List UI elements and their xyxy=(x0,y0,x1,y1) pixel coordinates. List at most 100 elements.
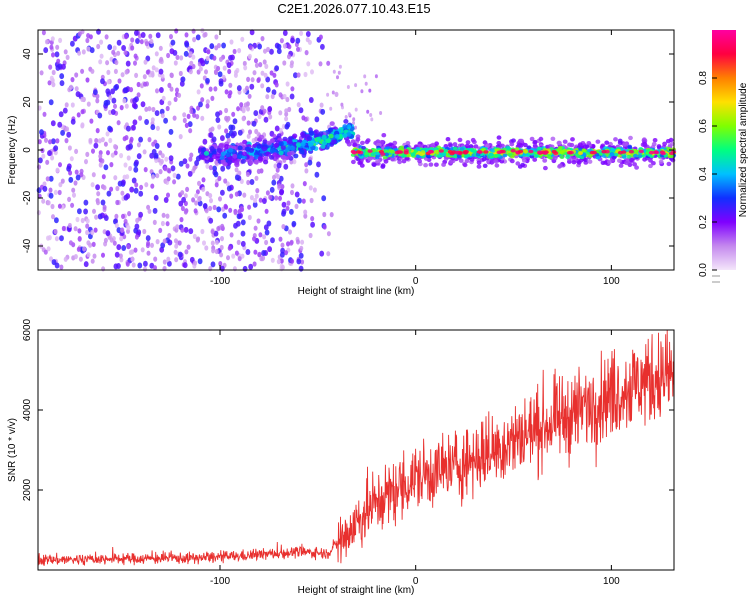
heatmap-cell xyxy=(158,227,163,233)
heatmap-cell xyxy=(595,139,601,144)
heatmap-cell xyxy=(622,142,628,147)
heatmap-cell xyxy=(119,105,124,111)
heatmap-cell xyxy=(172,115,177,121)
heatmap-cell xyxy=(180,76,186,83)
heatmap-cell xyxy=(76,112,81,118)
heatmap-cell xyxy=(364,139,370,145)
heatmap-cell xyxy=(42,185,48,192)
heatmap-cell xyxy=(45,159,50,165)
heatmap-cell xyxy=(236,239,241,245)
heatmap-cell xyxy=(303,71,308,78)
heatmap-cell xyxy=(44,137,48,143)
heatmap-cell xyxy=(452,142,458,147)
heatmap-cell xyxy=(235,220,241,227)
heatmap-cell xyxy=(290,258,295,264)
heatmap-cell xyxy=(93,89,98,96)
heatmap-cell xyxy=(79,172,84,178)
heatmap-cell xyxy=(264,229,270,236)
heatmap-cell xyxy=(352,117,356,122)
heatmap-cell xyxy=(85,223,90,229)
heatmap-cell xyxy=(567,142,572,147)
heatmap-cell xyxy=(473,144,479,149)
heatmap-cell xyxy=(70,102,75,108)
heatmap-cell xyxy=(193,208,198,214)
heatmap-cell xyxy=(54,236,59,242)
heatmap-cell xyxy=(153,265,157,271)
heatmap-cell xyxy=(129,87,134,93)
heatmap-cell xyxy=(217,124,222,130)
heatmap-cell xyxy=(262,59,267,65)
heatmap-cell xyxy=(318,61,323,67)
heatmap-cell xyxy=(305,31,311,37)
heatmap-cell xyxy=(54,217,59,224)
y-tick-label: 0 xyxy=(22,147,33,153)
heatmap-cell xyxy=(264,239,269,246)
heatmap-cell xyxy=(192,112,197,118)
heatmap-cell xyxy=(126,155,131,161)
heatmap-cell xyxy=(115,185,120,192)
heatmap-cell xyxy=(133,60,137,66)
heatmap-cell xyxy=(144,41,149,47)
heatmap-cell xyxy=(166,256,171,262)
heatmap-cell xyxy=(581,148,587,153)
heatmap-cell xyxy=(332,69,336,74)
heatmap-cell xyxy=(284,108,289,114)
heatmap-cell xyxy=(134,72,139,78)
heatmap-cell xyxy=(286,200,291,206)
heatmap-cell xyxy=(300,141,306,147)
heatmap-cell xyxy=(256,144,262,149)
heatmap-cell xyxy=(350,139,356,144)
heatmap-cell xyxy=(259,256,264,262)
heatmap-cell xyxy=(178,160,184,167)
heatmap-cell xyxy=(617,150,624,155)
heatmap-cell xyxy=(108,137,113,144)
heatmap-cell xyxy=(200,97,205,103)
heatmap-cell xyxy=(470,137,476,143)
heatmap-cell xyxy=(268,114,273,120)
heatmap-cell xyxy=(327,127,334,133)
heatmap-cell xyxy=(263,48,267,54)
heatmap-cell xyxy=(150,124,156,131)
spectrogram-heatmap xyxy=(36,27,677,272)
heatmap-cell xyxy=(54,51,60,58)
heatmap-cell xyxy=(75,91,81,98)
heatmap-cell xyxy=(488,152,494,157)
heatmap-cell xyxy=(144,182,149,188)
heatmap-cell xyxy=(536,146,542,151)
heatmap-cell xyxy=(618,163,624,168)
heatmap-cell xyxy=(352,142,357,148)
heatmap-cell xyxy=(84,159,88,165)
colorbar-tick-label: 0.4 xyxy=(698,167,709,181)
heatmap-cell xyxy=(125,261,130,267)
heatmap-cell xyxy=(334,134,340,139)
heatmap-cell xyxy=(227,93,232,99)
heatmap-cell xyxy=(360,89,364,94)
heatmap-cell xyxy=(144,119,150,125)
heatmap-cell xyxy=(310,221,315,228)
heatmap-cell xyxy=(123,50,128,56)
heatmap-cell xyxy=(265,152,271,157)
heatmap-cell xyxy=(276,48,282,55)
heatmap-cell xyxy=(248,129,252,135)
heatmap-cell xyxy=(595,155,601,160)
heatmap-cell xyxy=(295,37,301,44)
heatmap-cell xyxy=(57,121,63,128)
heatmap-cell xyxy=(404,156,410,161)
heatmap-cell xyxy=(161,212,166,218)
heatmap-cell xyxy=(240,36,245,42)
heatmap-cell xyxy=(106,190,112,197)
heatmap-cell xyxy=(289,208,294,215)
heatmap-cell xyxy=(263,116,269,123)
heatmap-cell xyxy=(159,87,164,93)
heatmap-cell xyxy=(208,86,213,92)
heatmap-cell xyxy=(88,242,93,248)
heatmap-cell xyxy=(347,112,351,117)
heatmap-cell xyxy=(282,60,287,66)
heatmap-cell xyxy=(109,186,114,192)
heatmap-cell xyxy=(281,155,287,160)
heatmap-cell xyxy=(276,174,281,180)
heatmap-cell xyxy=(401,159,407,164)
heatmap-cell xyxy=(637,154,643,158)
x-tick-label: 0 xyxy=(413,276,419,287)
heatmap-cell xyxy=(309,197,314,204)
